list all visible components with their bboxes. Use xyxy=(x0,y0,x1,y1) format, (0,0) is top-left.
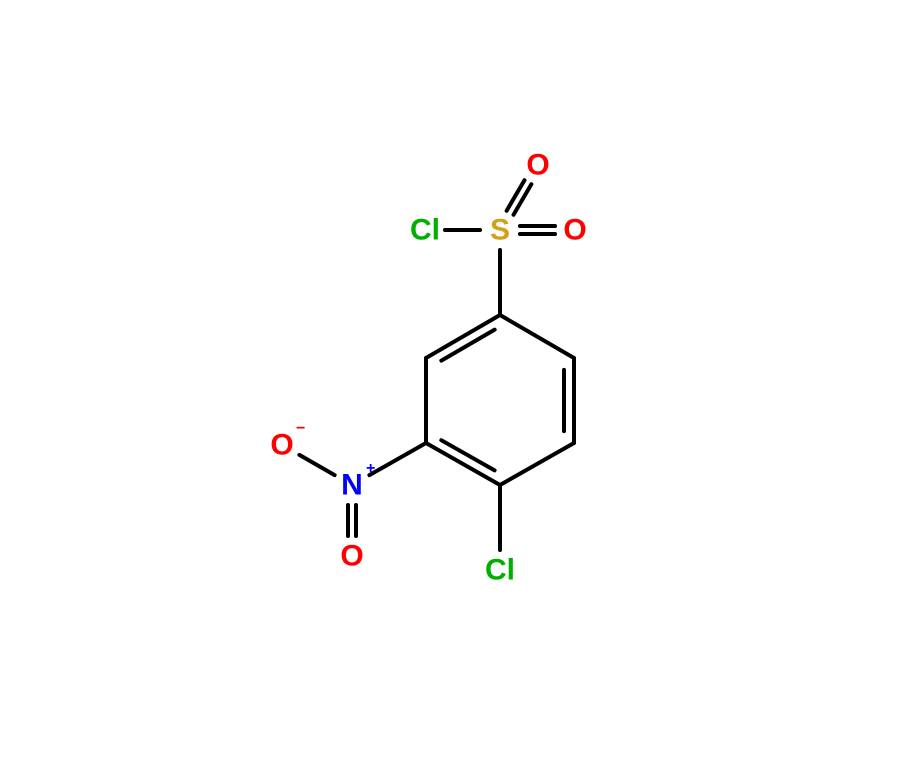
atom-S: S xyxy=(490,214,510,247)
molecule-canvas: SOOClClN+OO− xyxy=(0,0,897,777)
atom-O2: O xyxy=(563,214,586,247)
atom-O3: O xyxy=(340,540,363,573)
atom-N: N xyxy=(341,469,363,502)
atom-Cl2: Cl xyxy=(485,554,515,587)
atom-O4: O xyxy=(270,429,293,462)
atom-O1: O xyxy=(526,149,549,182)
charge-N: + xyxy=(366,460,375,477)
atom-Cl1: Cl xyxy=(410,214,440,247)
charge-O4: − xyxy=(296,420,305,437)
